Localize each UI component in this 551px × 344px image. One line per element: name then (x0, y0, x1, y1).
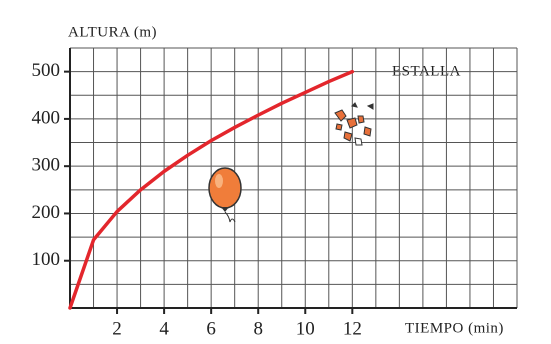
y-tick-label: 100 (32, 249, 61, 270)
x-axis-label: TIEMPO (min) (405, 320, 504, 336)
x-tick-label: 6 (206, 318, 216, 339)
x-tick-label: 12 (343, 318, 362, 339)
y-tick-label: 300 (32, 155, 61, 176)
y-tick-label: 400 (32, 107, 61, 128)
x-tick-label: 2 (112, 318, 122, 339)
x-tick-label: 10 (296, 318, 315, 339)
burst-icon (335, 103, 373, 145)
grid (70, 48, 517, 308)
chart: ALTURA (m) TIEMPO (min) ESTALLA 10020030… (0, 0, 551, 344)
y-tick-label: 500 (32, 60, 61, 81)
x-tick-label: 8 (253, 318, 263, 339)
y-tick-label: 200 (32, 202, 61, 223)
x-tick-label: 4 (159, 318, 169, 339)
y-axis-label: ALTURA (m) (68, 24, 157, 40)
